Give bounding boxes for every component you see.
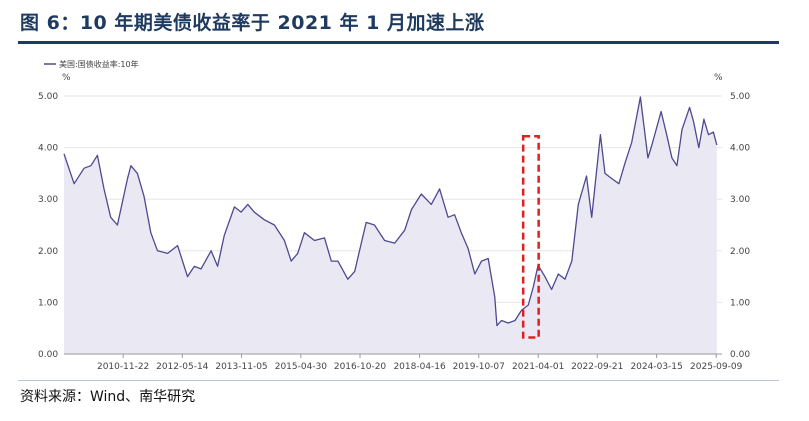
x-axis: 2010-11-22 2012-05-14 2013-11-05 2015-04-30… xyxy=(97,354,743,372)
x-tick-label: 2024-03-15 xyxy=(630,362,682,372)
legend-label: 美国:国债收益率:10年 xyxy=(59,59,139,69)
x-tick-label: 2013-11-05 xyxy=(215,362,267,372)
source-note: 资料来源：Wind、南华研究 xyxy=(20,389,196,405)
y-tick-label: 0.00 xyxy=(38,350,58,360)
x-tick-label: 2019-10-07 xyxy=(453,362,505,372)
y-unit-right: % xyxy=(714,73,723,83)
series-line xyxy=(63,96,718,327)
y-tick-label-right: 5.00 xyxy=(730,92,750,102)
x-tick-label: 2025-09-09 xyxy=(690,362,743,372)
y-unit-left: % xyxy=(62,73,71,83)
highlight-box xyxy=(521,134,540,339)
y-tick-label: 2.00 xyxy=(38,247,58,257)
y-tick-label-right: 4.00 xyxy=(730,144,750,154)
y-tick-label: 4.00 xyxy=(38,144,58,154)
y-tick-label-right: 1.00 xyxy=(730,298,750,308)
source-rule xyxy=(18,380,779,381)
x-tick-label: 2010-11-22 xyxy=(97,362,149,372)
y-axis-right: 0.00 1.00 2.00 3.00 4.00 5.00 xyxy=(730,92,750,360)
legend: 美国:国债收益率:10年 xyxy=(44,59,139,69)
title-rule xyxy=(18,41,779,44)
y-tick-label-right: 3.00 xyxy=(730,195,750,205)
y-tick-label-right: 2.00 xyxy=(730,247,750,257)
y-tick-label: 3.00 xyxy=(38,195,58,205)
x-tick-label: 2016-10-20 xyxy=(334,362,387,372)
series-area xyxy=(64,97,717,354)
x-tick-label: 2022-09-21 xyxy=(571,362,623,372)
x-tick-label: 2018-04-16 xyxy=(393,362,446,372)
x-tick-label: 2021-04-01 xyxy=(512,362,564,372)
figure-title: 图 6：10 年期美债收益率于 2021 年 1 月加速上涨 xyxy=(20,12,485,34)
y-tick-label: 5.00 xyxy=(38,92,58,102)
y-tick-label-right: 0.00 xyxy=(730,350,750,360)
x-tick-label: 2015-04-30 xyxy=(275,362,328,372)
y-tick-label: 1.00 xyxy=(38,298,58,308)
y-axis-left: 0.00 1.00 2.00 3.00 4.00 5.00 xyxy=(38,92,58,360)
x-tick-label: 2012-05-14 xyxy=(156,362,209,372)
